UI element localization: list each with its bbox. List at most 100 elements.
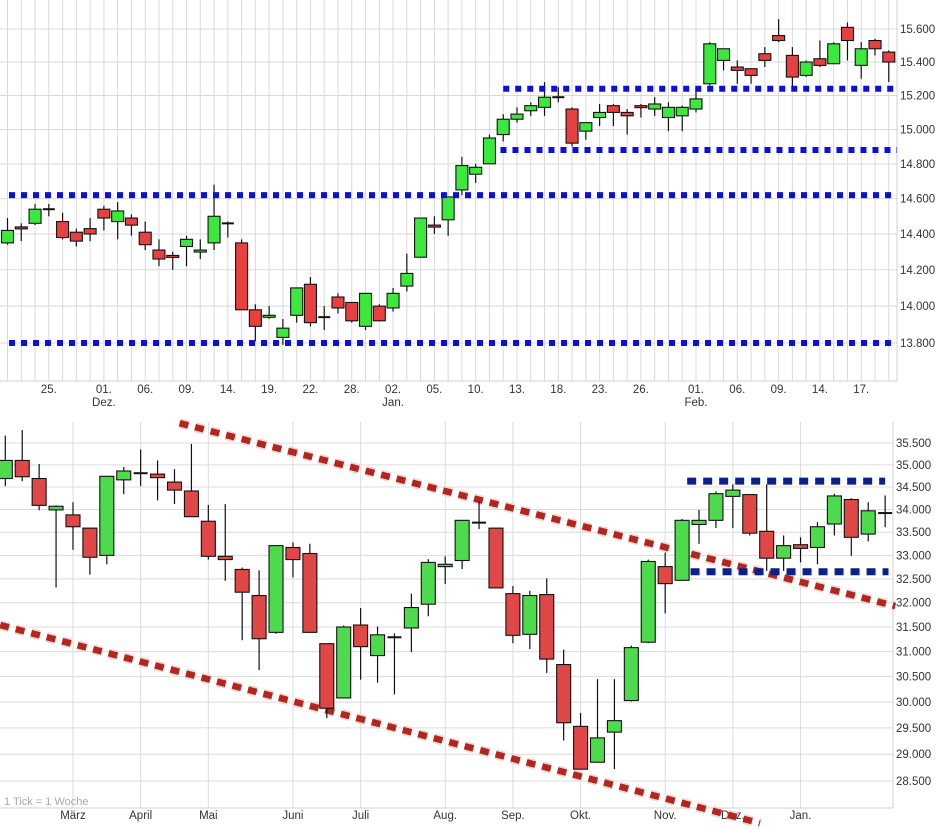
candle [674,518,690,581]
candle [648,97,662,116]
x-tick-sublabel: Jan. [382,397,404,409]
y-tick-label: 31.000 [896,647,931,659]
y-tick-label: 13.800 [900,338,935,350]
candle [400,253,414,292]
candle [387,633,402,695]
candle-body-down [83,228,97,235]
candle [56,212,70,240]
candle [716,48,731,71]
y-tick-label: 33.500 [896,527,931,539]
candle-body-down [792,544,809,549]
y-tick-label: 29.500 [896,723,931,735]
candle-body-up [403,607,419,629]
candle-body-up [716,48,731,61]
x-tick-label: 02. [385,384,401,396]
candle-body-down [606,105,620,113]
candle [221,221,234,238]
candle [83,218,97,242]
candle-body-up [510,113,524,120]
candle-body-down [758,53,772,61]
candle-body-down [843,498,859,538]
candle [69,228,83,247]
candle [657,552,673,614]
candle-body-up [799,61,813,76]
candle-body-up [648,103,662,110]
candle [573,712,589,770]
candle-body-down [565,108,579,144]
candle-body-down [634,105,648,109]
candle [589,679,606,763]
candle [623,645,639,702]
candle [606,103,620,127]
x-tick-label: 09. [179,384,195,396]
y-tick-label: 33.000 [896,550,931,562]
y-tick-label: 31.500 [896,622,931,634]
candle-body-up [537,96,552,108]
candle [552,87,565,103]
candle-body-up [28,208,42,224]
candle [353,608,369,680]
candle [124,214,138,236]
candle [854,42,868,79]
candle [505,586,521,644]
candle [469,163,483,183]
candle-body-down [505,593,521,636]
candle-body-down [235,242,249,311]
candle-body-up [276,327,290,338]
candle-body-down [730,66,744,71]
candle [524,102,538,116]
candle [276,318,290,345]
candle-body-up [860,510,876,535]
candle-body-down [200,520,216,557]
candle-body-up [675,106,689,117]
candle [138,221,152,251]
candle [290,287,304,323]
x-tick-label: März [60,810,86,822]
y-tick-label: 15.600 [900,24,935,36]
x-tick-label: Mai [199,810,218,822]
candle [744,68,758,84]
candle-body-up [524,105,538,112]
candle [454,519,470,569]
candle [319,643,335,719]
x-tick-label: 28. [344,384,360,396]
candle [48,505,64,588]
candle [111,202,125,240]
candle [472,501,487,530]
candle [703,42,717,86]
x-tick-label: 17. [853,384,869,396]
candle-body-up [522,594,538,635]
candle-body-down [345,301,359,322]
candle-body-up [689,98,703,110]
candle-body-down [138,231,152,246]
candle-body-up [703,43,717,85]
candle-body-up [0,459,13,480]
candle [759,484,775,571]
x-tick-label: Sep. [501,810,525,822]
candle-body-up [623,647,639,702]
candle [579,122,593,140]
x-tick-label: 14. [812,384,828,396]
candle-body-up [99,475,115,556]
trend-line [0,621,761,827]
candle [386,287,400,312]
candle [556,649,572,741]
candle-body-down [82,527,98,558]
candle [14,430,30,482]
candle-body-down [573,725,589,770]
candle-body-up [827,43,841,65]
candle [437,556,453,585]
y-tick-label: 14.400 [900,229,935,241]
x-tick-label: April [129,810,152,822]
candle-body-up [48,505,64,511]
candle-body-up [725,489,741,497]
candle [539,578,555,674]
candle-body-up [111,210,125,223]
x-tick-label: 23. [592,384,608,396]
candle-body-down [319,643,335,709]
candle [217,504,233,581]
x-tick-label: 19. [261,384,277,396]
candle [268,545,284,634]
candle [776,535,792,571]
